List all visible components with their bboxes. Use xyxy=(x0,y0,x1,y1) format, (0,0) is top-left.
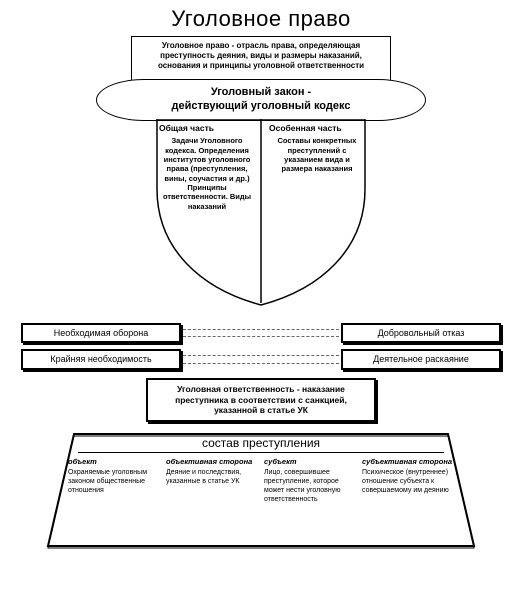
bar-row-1: Необходимая оборона Добровольный отказ xyxy=(21,323,501,344)
bar-row-2: Крайняя необходимость Деятельное раскаян… xyxy=(21,349,501,370)
comp-col-object: объект Охраняемые уголовным законом обще… xyxy=(68,457,160,504)
comp-col-body: Лицо, совершившее преступление, которое … xyxy=(264,469,356,504)
law-line1: Уголовный закон - xyxy=(107,86,415,100)
comp-col-objective-side: объективная сторона Деяние и последствия… xyxy=(166,457,258,504)
law-oval: Уголовный закон - действующий уголовный … xyxy=(96,79,426,121)
shield: Общая часть Задачи Уголовного кодекса. О… xyxy=(151,119,371,307)
shield-right-col: Особенная часть Составы конкретных прест… xyxy=(261,119,371,212)
shield-left-body: Задачи Уголовного кодекса. Определения и… xyxy=(159,136,255,211)
shield-left-col: Общая часть Задачи Уголовного кодекса. О… xyxy=(151,119,261,212)
comp-col-body: Психическое (внутреннее) отношение субъе… xyxy=(362,469,454,495)
bar-connector xyxy=(183,329,339,338)
page-title: Уголовное право xyxy=(0,6,522,32)
shield-left-heading: Общая часть xyxy=(159,123,255,134)
bar-necessary-defense: Необходимая оборона xyxy=(21,323,181,344)
composition-wrap: состав преступления объект Охраняемые уг… xyxy=(46,432,476,550)
responsibility-box: Уголовная ответственность - наказание пр… xyxy=(146,378,376,422)
shield-right-body: Составы конкретных преступлений с указан… xyxy=(269,136,365,174)
comp-col-heading: объект xyxy=(68,457,160,466)
bar-active-repentance: Деятельное раскаяние xyxy=(341,349,501,370)
side-bar-group: Необходимая оборона Добровольный отказ К… xyxy=(21,323,501,371)
definition-box: Уголовное право - отрасль права, определ… xyxy=(131,36,391,81)
comp-col-heading: субъект xyxy=(264,457,356,466)
comp-col-heading: объективная сторона xyxy=(166,457,258,466)
comp-col-subjective-side: субъективная сторона Психическое (внутре… xyxy=(362,457,454,504)
law-line2: действующий уголовный кодекс xyxy=(107,100,415,114)
bar-connector xyxy=(183,355,339,364)
law-oval-wrap: Уголовный закон - действующий уголовный … xyxy=(96,79,426,121)
shield-right-heading: Особенная часть xyxy=(269,123,365,134)
composition-title: состав преступления xyxy=(78,436,444,453)
comp-col-body: Охраняемые уголовным законом общественны… xyxy=(68,469,160,495)
bar-extreme-necessity: Крайняя необходимость xyxy=(21,349,181,370)
bar-voluntary-refusal: Добровольный отказ xyxy=(341,323,501,344)
comp-col-subject: субъект Лицо, совершившее преступление, … xyxy=(264,457,356,504)
comp-col-body: Деяние и последствия, указанные в статье… xyxy=(166,469,258,487)
composition-columns: объект Охраняемые уголовным законом обще… xyxy=(68,457,454,504)
comp-col-heading: субъективная сторона xyxy=(362,457,454,466)
